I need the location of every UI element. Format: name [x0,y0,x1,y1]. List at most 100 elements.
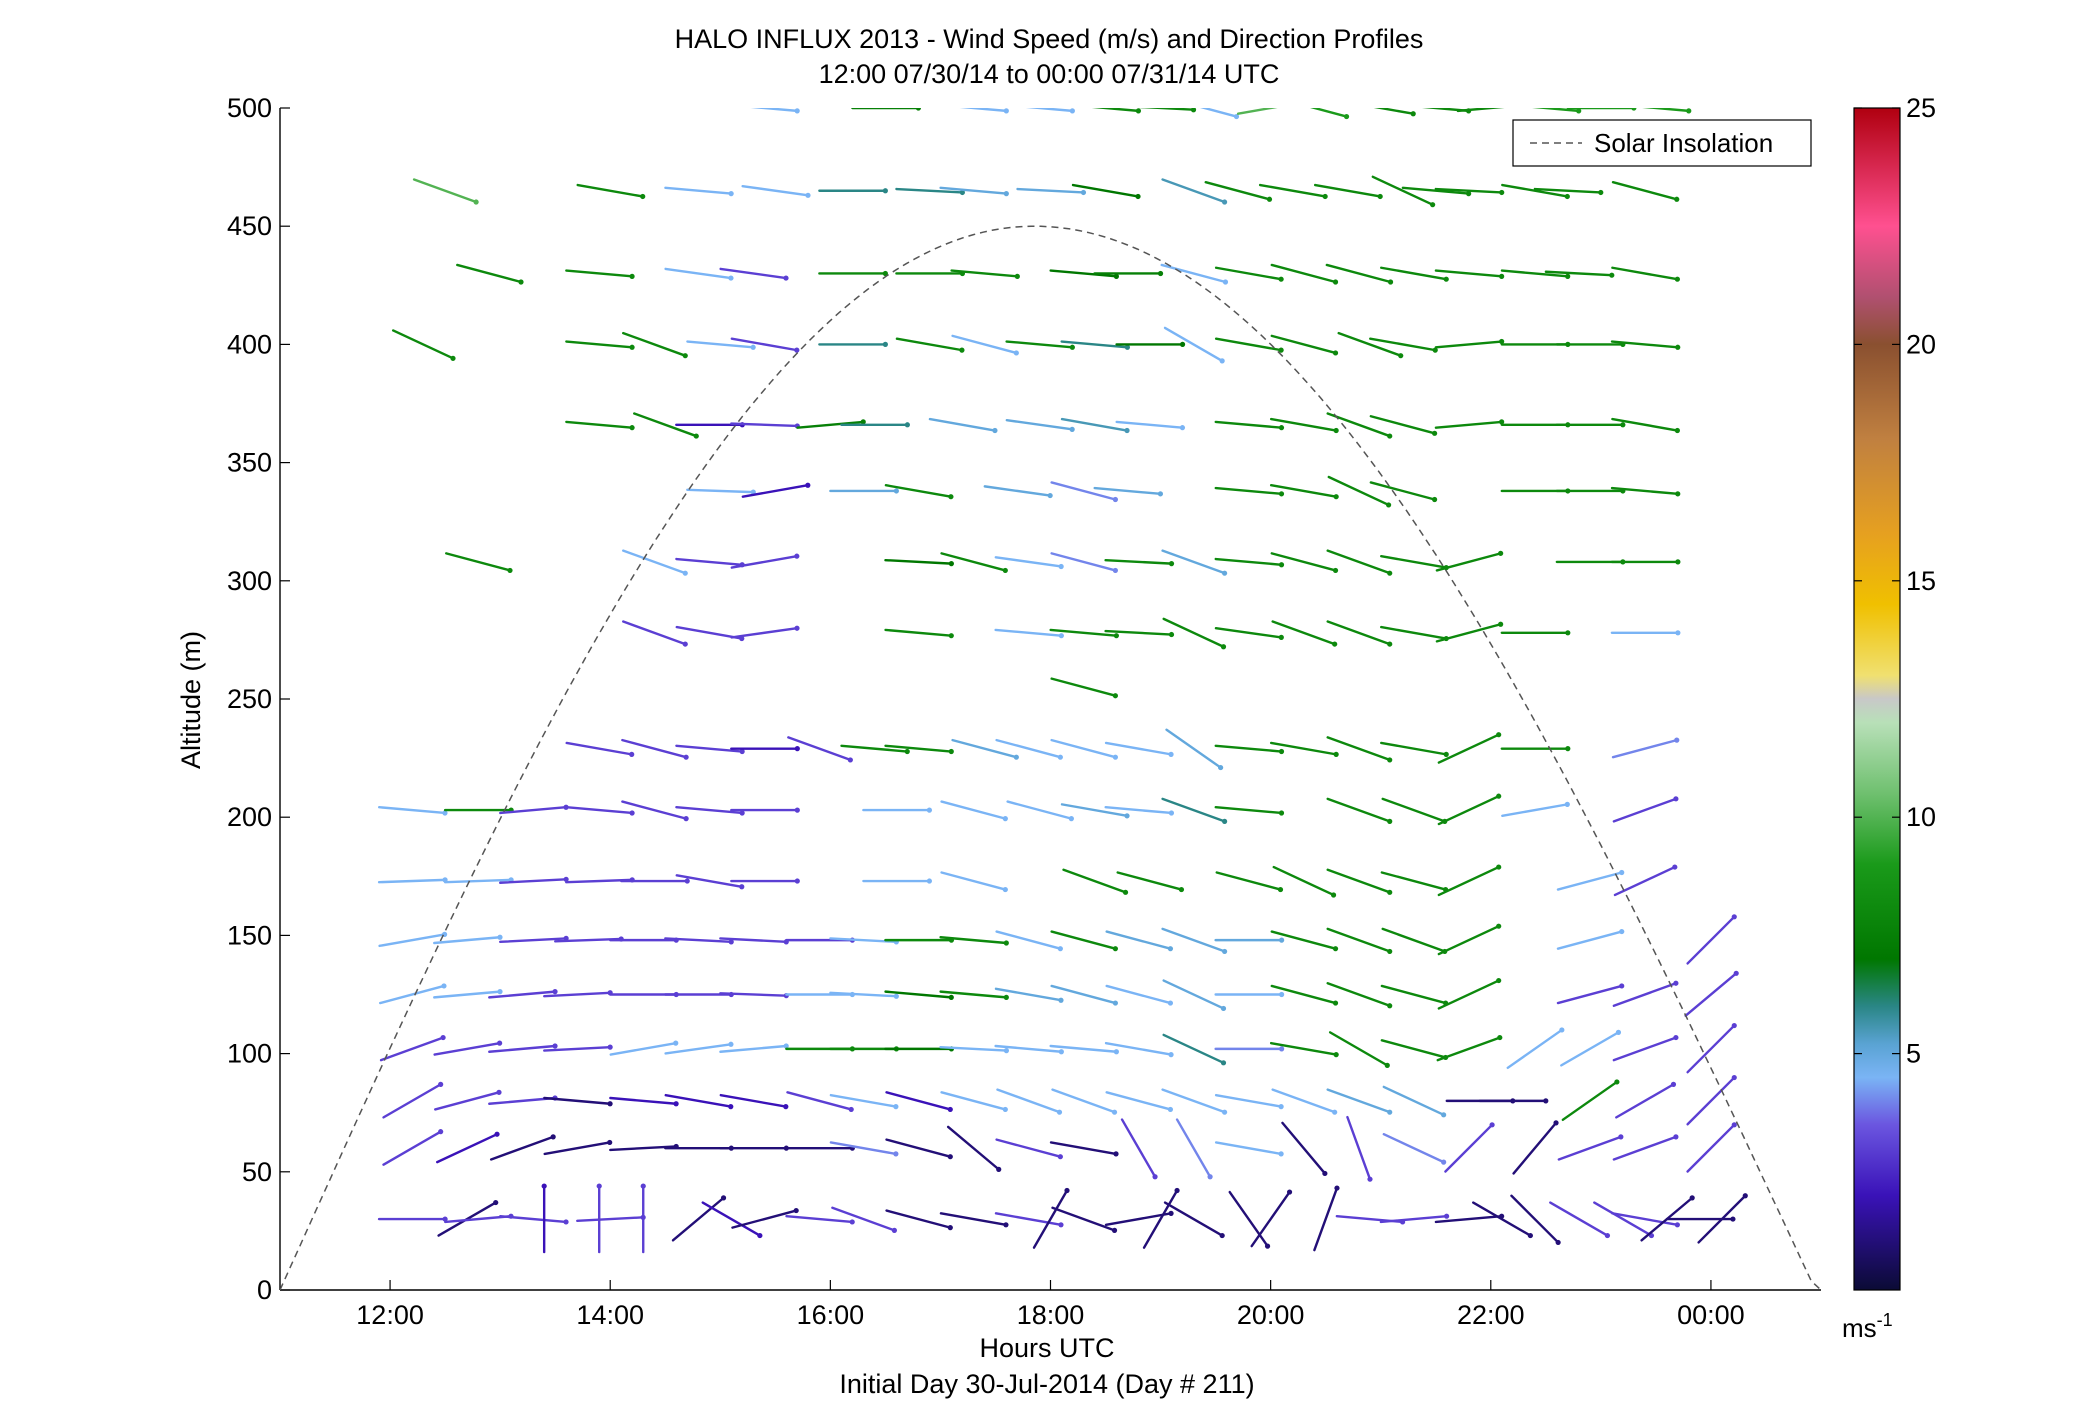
wind-barb [1382,1085,1447,1118]
wind-barb [543,1096,613,1107]
wind-barb [1162,979,1227,1012]
wind-barb-tip [563,876,569,882]
wind-barb-shaft [1204,180,1271,201]
wind-barb [1104,1041,1174,1058]
wind-barb-shaft [1270,930,1337,950]
wind-barb-shaft [1686,1024,1736,1074]
wind-barb-shaft [829,1093,898,1108]
x-axis-label-day: Initial Day 30-Jul-2014 (Day # 211) [839,1369,1254,1399]
wind-barb-tip [1057,754,1063,760]
wind-barb-tip [1733,970,1739,976]
wind-barb [1060,803,1130,819]
wind-barb-shaft [1611,738,1678,759]
wind-barb-tip [1058,1222,1064,1228]
wind-barb-tip [1614,1079,1620,1085]
wind-barb [1115,420,1186,431]
wind-barb-shaft [1050,677,1117,697]
wind-barb-tip [607,1139,613,1146]
wind-barb [1137,108,1197,113]
wind-barb-tip [1278,562,1285,568]
wind-barb-shaft [1506,1028,1564,1070]
wind-barb-shaft [1456,108,1505,113]
wind-barb-tip [1124,813,1130,819]
wind-barb [1556,983,1625,1005]
wind-barb-shaft [787,736,852,762]
wind-barb-shaft [1326,620,1391,646]
wind-barb [829,488,899,494]
wind-barb-shaft [796,420,865,429]
wind-barb [1615,1081,1677,1119]
wind-barb-shaft [543,1096,612,1105]
wind-barb-tip [1496,977,1502,984]
wind-barb-shaft [994,556,1063,568]
wind-barb-tip [1167,1106,1174,1113]
wind-barb [1214,266,1284,282]
wind-barb-shaft [1236,108,1278,115]
wind-barb-tip [1730,1216,1736,1222]
wind-barb [939,186,1009,197]
wind-barb [640,1183,646,1254]
wind-barb-tip [1278,1104,1284,1110]
wind-barb [1435,621,1504,643]
wind-barb-shaft [895,187,964,194]
wind-barb-tip [1222,1109,1228,1115]
wind-barb [1500,746,1571,752]
wind-barb-shaft [686,340,755,349]
wind-barb-tip [1499,273,1505,279]
wind-barb-tip [1410,111,1416,117]
wind-barb-shaft [840,744,909,753]
wind-barb-tip [1003,994,1009,1000]
wind-barb-tip [1673,1034,1679,1041]
colorbar-tick-label: 5 [1906,1039,1921,1069]
wind-barb [1214,1046,1285,1052]
y-tick-label: 100 [227,1039,272,1069]
wind-barb [377,1216,448,1222]
wind-barb [1051,1088,1118,1115]
wind-barb-tip [1220,1005,1227,1012]
wind-barb [1555,422,1626,428]
wind-barb-tip [1113,273,1119,279]
wind-barb-shaft [1557,1135,1623,1161]
wind-barb-tip [1222,948,1228,955]
wind-barb [940,871,1008,893]
wind-barb [1162,1033,1227,1066]
wind-barb-shaft [1214,420,1283,429]
wind-barb [671,1195,727,1242]
wind-barb-tip [1014,273,1020,279]
wind-barb [620,878,690,884]
wind-barb [1612,796,1679,823]
wind-barb-shaft [1162,979,1225,1010]
wind-barb-tip [682,641,688,647]
wind-barb-tip [1674,276,1680,282]
wind-barb [1532,108,1582,114]
wind-barb [951,738,1019,760]
wind-barb [994,1212,1064,1228]
wind-barb-tip [1387,948,1393,955]
wind-barb-tip [1675,630,1681,636]
wind-barb [1437,732,1502,764]
wind-barb-tip [882,270,888,277]
wind-barb-shaft [1610,340,1679,349]
wind-barb-tip [1002,567,1008,574]
wind-barb [1050,481,1118,503]
wind-barb-tip [794,347,800,353]
wind-barb-shaft [885,1091,952,1111]
wind-barb-tip [1670,1081,1677,1087]
wind-barb [1236,108,1278,115]
wind-barb-tip [1157,491,1164,497]
wind-barb [1380,266,1449,282]
wind-barb-shaft [1050,930,1117,950]
wind-barb-tip [728,939,734,945]
wind-barb [1270,984,1339,1006]
wind-barb [633,412,699,439]
wind-barb [829,991,899,999]
wind-barb-shaft [565,269,634,278]
wind-barb [1091,108,1142,114]
wind-barb [741,482,811,498]
wind-barb-shaft [1381,797,1446,823]
wind-barb [1214,627,1284,641]
wind-barb-shaft [884,628,953,637]
wind-barb-shaft [1369,481,1436,501]
wind-barb-shaft [950,269,1019,278]
